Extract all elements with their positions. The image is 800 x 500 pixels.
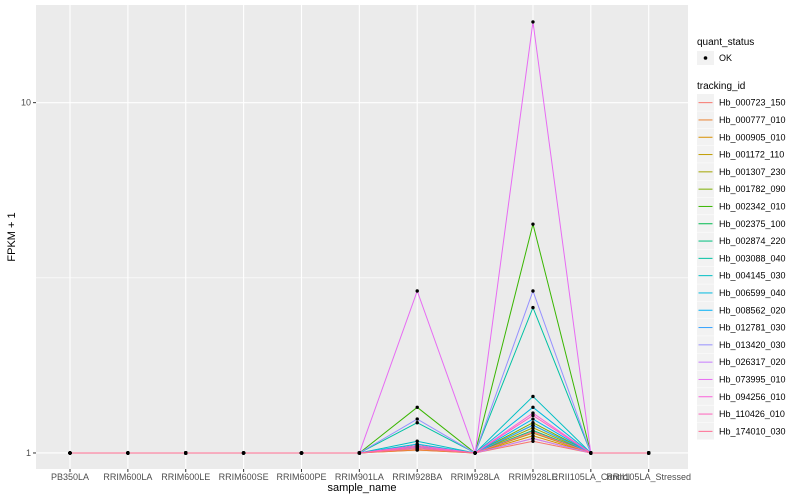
data-point bbox=[68, 451, 72, 455]
data-point bbox=[531, 222, 535, 226]
data-point bbox=[415, 405, 419, 410]
legend: quant_status OK tracking_id Hb_000723_150 Hb… bbox=[697, 37, 786, 440]
x-tick-label: RRIM901LA bbox=[335, 472, 384, 482]
legend-label: Hb_012781_030 bbox=[719, 323, 786, 333]
data-point bbox=[531, 394, 535, 399]
series-points bbox=[68, 20, 651, 455]
data-point bbox=[415, 417, 419, 421]
legend-label: Hb_094256_010 bbox=[719, 392, 786, 402]
legend-label: Hb_000777_010 bbox=[719, 115, 786, 125]
legend-label: Hb_002342_010 bbox=[719, 201, 786, 211]
data-point bbox=[473, 451, 477, 455]
legend-label: Hb_073995_010 bbox=[719, 374, 786, 384]
data-point bbox=[531, 405, 535, 410]
x-axis-title: sample_name bbox=[327, 482, 396, 494]
x-tick-label: RRIM928LA bbox=[451, 472, 500, 482]
x-tick-label: RRII105LA_Stressed bbox=[606, 472, 691, 482]
data-point bbox=[531, 426, 535, 430]
data-point bbox=[531, 305, 535, 310]
data-point bbox=[531, 436, 535, 441]
data-point bbox=[531, 423, 535, 427]
data-point bbox=[415, 421, 419, 425]
data-point bbox=[299, 451, 304, 455]
legend-label: Hb_110426_010 bbox=[719, 409, 785, 419]
legend-point bbox=[703, 56, 708, 60]
legend-label: Hb_003088_040 bbox=[719, 253, 786, 263]
data-point bbox=[531, 430, 535, 434]
legend-label: Hb_001307_230 bbox=[719, 167, 786, 177]
data-point bbox=[531, 421, 535, 425]
legend-label: Hb_000723_150 bbox=[719, 98, 786, 108]
legend-label: OK bbox=[719, 53, 732, 63]
data-point bbox=[531, 413, 535, 418]
data-point bbox=[531, 439, 535, 443]
y-tick-label: 1 bbox=[26, 448, 31, 458]
y-tick-label: 10 bbox=[21, 98, 31, 108]
data-point bbox=[531, 417, 535, 421]
x-tick-label: RRIM600PE bbox=[276, 472, 326, 482]
x-tick-label: RRIM928LE bbox=[508, 472, 557, 482]
legend-label: Hb_008562_020 bbox=[719, 305, 786, 315]
data-point bbox=[531, 434, 535, 438]
legend-label: Hb_001782_090 bbox=[719, 184, 786, 194]
y-axis-title: FPKM + 1 bbox=[6, 212, 18, 261]
y-axis: 1 10 bbox=[21, 98, 36, 458]
x-tick-label: RRIM600LE bbox=[161, 472, 210, 482]
data-point bbox=[357, 451, 362, 455]
data-point bbox=[241, 451, 246, 455]
legend-label: Hb_001172_110 bbox=[719, 150, 784, 160]
legend-label: Hb_013420_030 bbox=[719, 340, 786, 350]
data-point bbox=[126, 451, 130, 455]
plot-panel bbox=[36, 5, 688, 469]
x-axis: PB350LA RRIM600LA RRIM600LE RRIM600SE RRIM60… bbox=[51, 469, 691, 482]
data-point bbox=[589, 451, 593, 455]
data-point bbox=[531, 289, 535, 293]
legend-label: Hb_006599_040 bbox=[719, 288, 786, 298]
data-point bbox=[415, 439, 419, 443]
data-point bbox=[531, 20, 535, 24]
x-tick-label: RRIM928BA bbox=[392, 472, 442, 482]
data-point bbox=[415, 446, 419, 451]
x-tick-label: RRIM600SE bbox=[219, 472, 269, 482]
data-point bbox=[647, 451, 651, 455]
legend-label: Hb_004145_030 bbox=[719, 271, 786, 281]
x-tick-label: RRII105LA_Control bbox=[552, 472, 630, 482]
legend-title-tracking-id: tracking_id bbox=[697, 81, 745, 92]
legend-label: Hb_174010_030 bbox=[719, 426, 786, 436]
x-tick-label: RRIM600LA bbox=[103, 472, 152, 482]
data-point bbox=[531, 411, 535, 415]
x-tick-label: PB350LA bbox=[51, 472, 89, 482]
data-point bbox=[184, 451, 188, 455]
legend-label: Hb_002375_100 bbox=[719, 219, 786, 229]
data-point bbox=[415, 289, 419, 293]
legend-label: Hb_002874_220 bbox=[719, 236, 786, 246]
grid-major bbox=[36, 5, 688, 469]
legend-label: Hb_026317_020 bbox=[719, 357, 786, 367]
legend-title-quant-status: quant_status bbox=[697, 37, 754, 48]
legend-label: Hb_000905_010 bbox=[719, 132, 786, 142]
